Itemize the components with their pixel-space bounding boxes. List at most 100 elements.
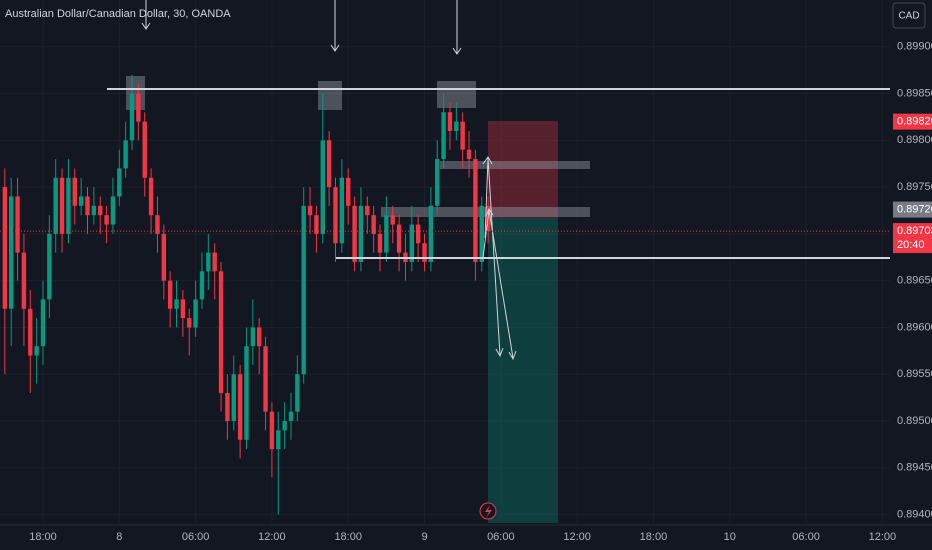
candle-body	[314, 215, 319, 234]
candle-body	[396, 224, 402, 253]
candle-body	[117, 168, 122, 197]
candle-body	[66, 177, 71, 234]
price-label-box	[893, 201, 932, 218]
price-label: 0.89703	[897, 225, 932, 237]
candle-body	[187, 318, 192, 328]
candle-body	[371, 215, 376, 234]
price-label-box	[893, 223, 932, 254]
arrow	[482, 156, 504, 358]
price-label-box	[893, 113, 932, 130]
price-label: 0.89726	[897, 203, 932, 215]
y-tick-label: 0.89400	[897, 508, 932, 520]
arrows	[141, 0, 517, 361]
currency-label[interactable]: CAD	[898, 11, 919, 22]
candle-body	[320, 140, 325, 234]
candle-body	[21, 252, 27, 309]
candle-body	[199, 271, 205, 300]
candle-body	[415, 224, 421, 244]
candle-body	[72, 177, 77, 206]
candle-body	[91, 205, 97, 216]
candle-body	[333, 187, 338, 244]
x-tick-label: 18:00	[29, 531, 57, 543]
candle-body	[123, 140, 128, 169]
candle-body	[28, 308, 33, 356]
countdown: 20:40	[897, 239, 925, 251]
x-tick-label: 06:00	[487, 531, 515, 543]
candle-body	[244, 346, 249, 440]
candle-body	[447, 112, 453, 131]
candle-body	[435, 159, 440, 206]
arrow	[452, 0, 462, 55]
candle-body	[352, 205, 357, 262]
arrow	[141, 0, 151, 30]
candle-body	[110, 196, 116, 225]
candle-body	[454, 121, 459, 131]
candle-body	[218, 271, 224, 393]
candle-body	[326, 140, 332, 188]
candle-body	[282, 421, 287, 431]
x-tick-label: 12:00	[869, 531, 897, 543]
candle-body	[174, 299, 179, 309]
candle-body	[269, 411, 275, 450]
candle-body	[346, 177, 351, 206]
x-tick-label: 10	[724, 531, 736, 543]
candle-body	[148, 177, 154, 216]
candle-body	[212, 252, 217, 272]
candle-body	[161, 233, 167, 281]
candle-body	[136, 93, 141, 122]
arrow	[482, 207, 517, 361]
x-tick-label: 06:00	[182, 531, 210, 543]
x-tick-label: 18:00	[640, 531, 668, 543]
arrow	[330, 0, 340, 52]
candle-body	[365, 205, 370, 216]
candle-body	[276, 430, 281, 450]
candle-body	[428, 205, 434, 262]
candle-body	[307, 205, 313, 216]
candles	[2, 74, 491, 515]
candle-body	[155, 215, 160, 234]
candle-body	[142, 121, 147, 178]
candle-body	[339, 177, 345, 244]
candle-body	[40, 299, 46, 347]
highlight-box	[126, 76, 145, 110]
candle-body	[53, 177, 58, 234]
currency-button[interactable]	[892, 2, 926, 29]
candle-body	[98, 205, 103, 216]
candle-body	[473, 159, 478, 262]
candle-body	[167, 280, 173, 309]
x-tick-label: 9	[421, 531, 427, 543]
grid	[0, 0, 890, 523]
candle-body	[441, 112, 446, 160]
price-axis	[890, 0, 932, 550]
x-tick-label: 8	[116, 531, 122, 543]
candle-body	[85, 196, 90, 216]
axes: 0.899000.898500.898000.897500.897000.896…	[29, 41, 932, 543]
candle-body	[231, 374, 236, 422]
chart-title: Australian Dollar/Canadian Dollar, 30, O…	[5, 8, 231, 20]
candle-body	[288, 411, 294, 422]
zone-bar	[440, 161, 590, 169]
candle-body	[8, 196, 14, 309]
candle-body	[34, 346, 39, 356]
x-tick-label: 12:00	[563, 531, 591, 543]
candle-body	[263, 346, 268, 412]
candle-body	[390, 215, 395, 225]
candle-body	[15, 196, 20, 253]
candle-body	[301, 205, 306, 375]
candle-body	[358, 205, 364, 262]
candle-body	[78, 196, 84, 206]
candle-body	[104, 215, 109, 225]
target-zone	[488, 218, 558, 523]
candle-body	[237, 374, 243, 440]
candle-body	[384, 215, 389, 253]
candle-body	[422, 243, 427, 262]
